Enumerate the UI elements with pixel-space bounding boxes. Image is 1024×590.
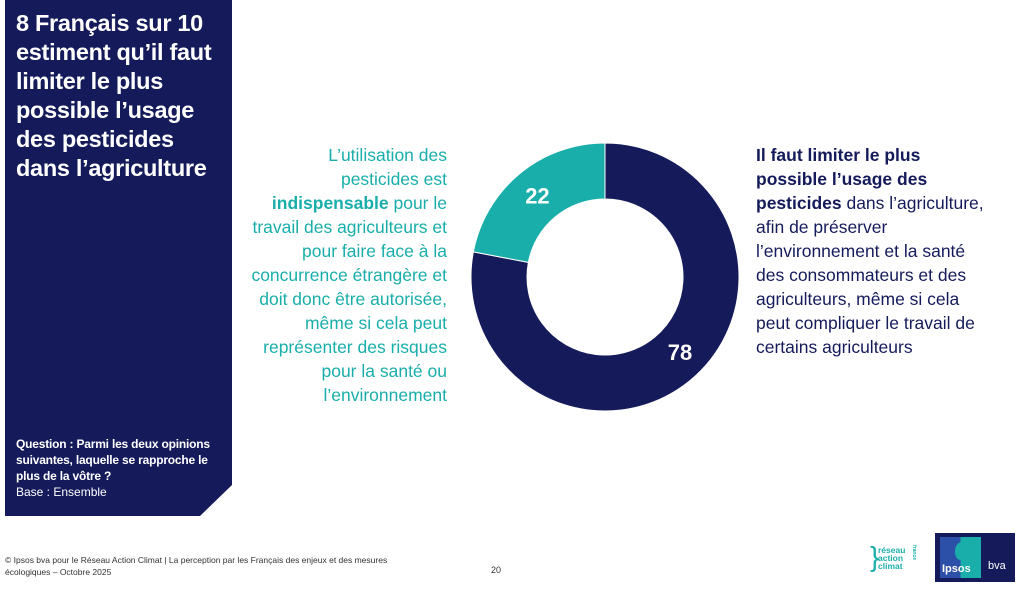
footer-copyright: © Ipsos bva pour le Réseau Action Climat… bbox=[5, 555, 388, 577]
ipsos-bva-logo: Ipsos bva bbox=[935, 533, 1015, 582]
bva-word: bva bbox=[988, 560, 1006, 572]
rac-words: réseau action climat bbox=[878, 545, 906, 571]
rac-word-1: réseau bbox=[878, 545, 906, 555]
page-number: 20 bbox=[491, 565, 502, 575]
opinion-limit-emphasis: Il faut limiter le plus possible l’usage… bbox=[756, 145, 928, 213]
base-text: Base : Ensemble bbox=[16, 485, 107, 499]
rac-vertical-word: france bbox=[911, 545, 917, 561]
opinion-indispensable-emphasis: indispensable bbox=[271, 193, 389, 213]
question-text: Question : Parmi les deux opinions suiva… bbox=[16, 437, 210, 483]
opinion-limit-after: dans l’agriculture, afin de préserver l’… bbox=[756, 193, 984, 357]
donut-slice-78 bbox=[470, 142, 740, 412]
donut-chart: 78 22 bbox=[470, 142, 740, 412]
rac-word-3: climat bbox=[878, 561, 903, 571]
rac-word-2: action bbox=[878, 553, 904, 563]
page-title: 8 Français sur 10 estiment qu’il faut li… bbox=[16, 10, 212, 181]
question-block: Question : Parmi les deux opinions suiva… bbox=[16, 436, 216, 500]
donut-label-22: 22 bbox=[525, 183, 549, 208]
reseau-action-climat-logo: } réseau action climat france bbox=[870, 541, 917, 572]
title-panel: 8 Français sur 10 estiment qu’il faut li… bbox=[5, 0, 232, 516]
opinion-limit: Il faut limiter le plus possible l’usage… bbox=[756, 143, 991, 359]
opinion-indispensable-after: pour le travail des agriculteurs et pour… bbox=[251, 193, 447, 405]
donut-label-78: 78 bbox=[668, 340, 692, 365]
ipsos-word: Ipsos bbox=[942, 563, 971, 575]
rac-brace-icon: } bbox=[870, 541, 880, 572]
opinion-indispensable-before: L’utilisation des pesticides est bbox=[328, 145, 447, 189]
ipsos-square-icon: Ipsos bbox=[940, 537, 981, 578]
ipsos-head-icon bbox=[955, 542, 969, 560]
donut-slice-22 bbox=[472, 142, 606, 263]
opinion-indispensable: L’utilisation des pesticides est indispe… bbox=[250, 143, 447, 407]
